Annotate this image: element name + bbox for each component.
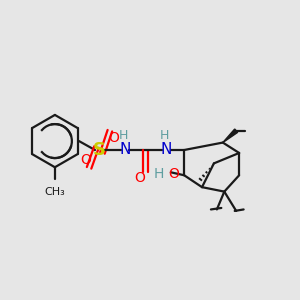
- Text: H: H: [154, 167, 164, 181]
- Text: CH₃: CH₃: [44, 187, 65, 196]
- Text: O: O: [108, 131, 119, 145]
- Text: N: N: [161, 142, 172, 157]
- Text: O: O: [169, 167, 180, 181]
- Text: S: S: [93, 141, 106, 159]
- Text: H: H: [160, 129, 170, 142]
- Polygon shape: [223, 129, 238, 142]
- Text: H: H: [118, 129, 128, 142]
- Text: O: O: [80, 153, 91, 167]
- Text: N: N: [119, 142, 130, 157]
- Text: O: O: [134, 171, 145, 185]
